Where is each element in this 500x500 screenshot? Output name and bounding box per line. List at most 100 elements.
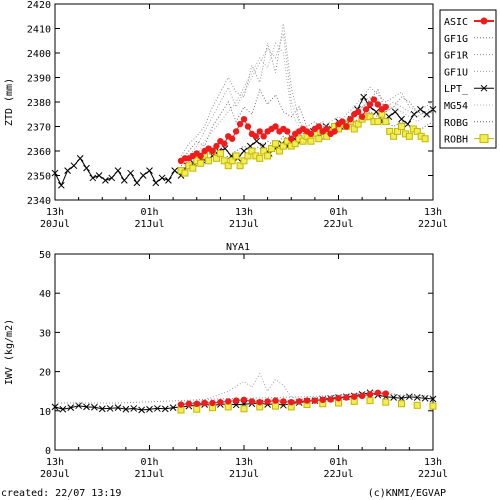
- data-point-dot: [343, 394, 350, 401]
- created-timestamp: created: 22/07 13:19: [1, 488, 122, 499]
- data-point-square: [260, 147, 268, 155]
- data-point-x-marker: [106, 405, 114, 412]
- data-point-dot: [343, 123, 350, 130]
- data-point-dot: [232, 397, 240, 404]
- data-point-square: [374, 118, 382, 126]
- data-point-dot: [232, 128, 240, 135]
- data-point-dot: [335, 395, 342, 402]
- data-point-x-marker: [76, 154, 84, 162]
- data-point-square: [429, 402, 437, 410]
- data-point-square: [272, 140, 279, 148]
- data-point-dot: [284, 128, 291, 135]
- data-point-x-marker: [83, 403, 90, 411]
- data-point-dot: [177, 401, 185, 408]
- data-point-x-marker: [146, 167, 153, 174]
- iwv-chart: NYA1 IWV (kg/m2) 0102030405013h20Jul01h2…: [4, 242, 448, 480]
- legend-label: GF1U: [444, 67, 468, 78]
- data-point-square: [299, 137, 307, 145]
- data-point-square: [315, 135, 323, 143]
- x-tick-label-hour: 01h: [140, 207, 158, 218]
- legend-swatch-dot: [480, 17, 488, 25]
- data-point-square: [390, 132, 398, 140]
- y-tick-label: 2340: [27, 196, 51, 207]
- data-point-dot: [209, 147, 216, 155]
- data-point-dot: [225, 398, 232, 405]
- data-point-square: [240, 157, 248, 165]
- data-point-x-marker: [158, 174, 166, 182]
- data-point-square: [193, 405, 201, 413]
- data-point-dot: [354, 108, 362, 116]
- legend-label: MG54: [444, 101, 468, 112]
- data-point-dot: [366, 391, 374, 398]
- data-point-x-marker: [161, 405, 169, 413]
- data-point-x-marker: [64, 167, 71, 174]
- data-point-x-marker: [429, 395, 437, 403]
- data-point-x-marker: [154, 405, 161, 412]
- legend-label: LPT_: [444, 84, 469, 95]
- data-point-square: [350, 125, 358, 133]
- data-point-x-marker: [91, 403, 98, 411]
- iwv-axes: 0102030405013h20Jul01h21Jul13h21Jul01h22…: [39, 250, 448, 480]
- data-point-square: [291, 140, 299, 148]
- x-tick-label-date: 21Jul: [134, 469, 164, 480]
- x-tick-label-date: 22Jul: [418, 469, 448, 480]
- data-point-dot: [323, 125, 330, 133]
- data-point-dot: [347, 115, 354, 123]
- legend-label: GF1R: [444, 51, 469, 62]
- data-point-x-marker: [169, 404, 177, 412]
- data-point-square: [232, 152, 240, 160]
- data-point-x-marker: [410, 110, 418, 118]
- x-tick-label-date: 21Jul: [229, 219, 259, 230]
- data-point-square: [236, 162, 244, 170]
- series-asic: [177, 96, 389, 164]
- data-point-dot: [327, 396, 334, 403]
- data-point-square: [413, 401, 421, 409]
- y-tick-label: 10: [39, 407, 51, 418]
- data-point-x-marker: [138, 406, 145, 414]
- data-point-square: [264, 152, 272, 160]
- x-tick-label-hour: 13h: [424, 207, 442, 218]
- data-point-x-marker: [70, 162, 78, 170]
- data-point-dot: [295, 398, 303, 405]
- data-point-dot: [240, 115, 248, 123]
- x-tick-label-hour: 01h: [329, 207, 347, 218]
- ztd-chart: ZTD (mm) 2340 2350 2360 2370 2380 2390 2400 241…: [4, 0, 497, 230]
- data-point-square: [386, 127, 394, 135]
- ztd-axes: 23402350236023702380239024002410242013h2…: [27, 0, 448, 230]
- legend-swatch-square: [479, 134, 489, 144]
- data-point-x-marker: [139, 172, 147, 179]
- data-point-x-marker: [95, 172, 103, 179]
- data-point-dot: [201, 399, 208, 407]
- data-point-square: [205, 157, 213, 165]
- data-point-x-marker: [130, 405, 138, 412]
- x-tick-label-hour: 01h: [329, 457, 347, 468]
- data-point-square: [177, 406, 185, 414]
- data-point-dot: [272, 397, 279, 404]
- data-point-x-marker: [423, 110, 431, 118]
- iwv-series-layer: [51, 372, 437, 414]
- x-tick-label-hour: 13h: [235, 457, 253, 468]
- data-point-square: [413, 127, 421, 135]
- data-point-square: [216, 149, 224, 157]
- data-point-dot: [209, 399, 216, 407]
- data-point-x-marker: [89, 174, 97, 182]
- y-tick-label: 2420: [27, 0, 51, 11]
- data-point-square: [256, 154, 264, 162]
- data-point-x-marker: [360, 93, 368, 101]
- data-point-square: [189, 164, 197, 172]
- data-point-x-marker: [171, 167, 179, 174]
- data-point-x-marker: [390, 394, 397, 401]
- data-point-square: [275, 147, 283, 155]
- data-point-dot: [382, 103, 389, 111]
- data-point-square: [240, 405, 248, 413]
- y-tick-label: 2350: [27, 172, 51, 183]
- data-point-dot: [319, 396, 326, 404]
- data-point-x-marker: [421, 394, 429, 402]
- data-point-square: [382, 398, 390, 406]
- data-point-dot: [248, 398, 256, 405]
- series-line: [180, 42, 434, 171]
- data-point-dot: [185, 400, 193, 407]
- data-point-dot: [362, 106, 370, 113]
- data-point-dot: [240, 396, 248, 404]
